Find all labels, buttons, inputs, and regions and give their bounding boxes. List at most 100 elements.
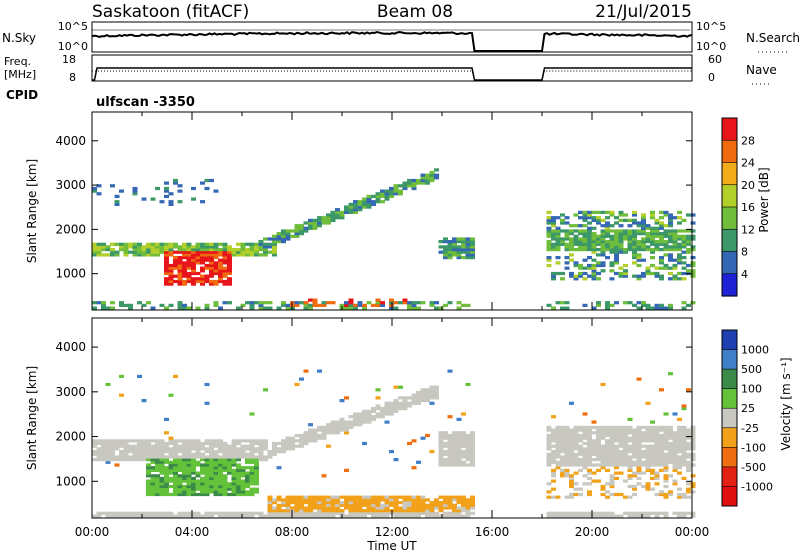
power-cell	[425, 173, 430, 177]
velocity-cell	[641, 436, 646, 440]
power-cell	[569, 245, 574, 249]
velocity-cell	[308, 498, 313, 502]
velocity-cell	[407, 441, 412, 446]
velocity-cell	[146, 468, 151, 472]
velocity-cell	[461, 506, 466, 510]
power-cell	[263, 245, 268, 249]
velocity-cell	[195, 455, 201, 459]
power-cell	[560, 237, 565, 241]
velocity-cell	[303, 509, 309, 513]
velocity-cell	[164, 487, 169, 491]
power-cell	[173, 279, 178, 284]
power-cell	[105, 248, 111, 252]
velocity-cell	[546, 458, 552, 462]
velocity-cell	[362, 417, 367, 421]
power-cell	[159, 248, 165, 252]
power-cell	[578, 224, 583, 228]
velocity-cell	[326, 431, 331, 435]
velocity-cell	[218, 439, 223, 443]
velocity-cell	[200, 441, 205, 446]
velocity-cell	[101, 511, 106, 515]
velocity-cell	[465, 452, 471, 456]
power-cell	[182, 250, 187, 254]
velocity-cell	[267, 514, 273, 518]
velocity-cell	[425, 393, 430, 397]
power-cell	[555, 271, 561, 276]
power-cell	[632, 237, 637, 241]
velocity-cell	[551, 468, 556, 472]
power-cell	[186, 277, 192, 281]
velocity-cell	[366, 420, 372, 424]
power-cell	[677, 210, 682, 214]
power-cell	[186, 274, 192, 278]
velocity-cell	[663, 460, 669, 464]
velocity-cell	[555, 463, 561, 467]
velocity-cell	[389, 503, 394, 507]
velocity-cell	[389, 450, 394, 454]
velocity-cell	[177, 476, 183, 480]
power-cell	[222, 256, 228, 260]
velocity-cell	[668, 474, 673, 478]
velocity-cell	[587, 460, 592, 464]
power-cell	[587, 234, 592, 238]
power-cell	[371, 194, 376, 198]
velocity-cell	[222, 460, 228, 464]
velocity-cell	[299, 514, 304, 518]
velocity-cell	[438, 447, 444, 451]
power-cell	[600, 232, 606, 236]
velocity-cell	[438, 444, 444, 448]
power-cell	[686, 213, 691, 217]
power-cell	[465, 250, 471, 254]
velocity-cell	[668, 490, 673, 494]
velocity-cell	[470, 506, 475, 510]
velocity-cell	[137, 452, 142, 456]
power-cell	[632, 242, 637, 246]
power-cell	[609, 229, 615, 233]
power-cell	[690, 263, 696, 268]
power-cell	[204, 266, 210, 270]
velocity-cell	[438, 514, 444, 518]
power-cell	[164, 266, 169, 270]
velocity-cell	[231, 492, 237, 497]
velocity-cell	[456, 460, 462, 464]
power-cell	[596, 261, 601, 265]
velocity-cell	[173, 484, 178, 489]
velocity-cell	[690, 425, 696, 429]
velocity-cell	[398, 509, 403, 513]
power-cell	[303, 303, 309, 307]
power-cell	[177, 274, 183, 278]
velocity-cell	[438, 495, 444, 499]
velocity-cell	[290, 436, 295, 440]
velocity-cell	[573, 511, 579, 515]
velocity-cell	[231, 460, 237, 464]
velocity-cell	[672, 466, 678, 470]
power-cell	[650, 263, 655, 268]
power-cell	[452, 250, 457, 254]
power-cell	[200, 279, 205, 284]
velocity-cell	[204, 460, 210, 464]
velocity-cell	[218, 487, 223, 491]
velocity-cell	[470, 460, 475, 464]
colorbar-tick-label: 4	[741, 268, 748, 281]
velocity-cell	[285, 444, 291, 448]
power-cell	[294, 234, 300, 238]
power-cell	[231, 253, 237, 257]
power-cell	[173, 263, 178, 268]
velocity-cell	[254, 460, 259, 464]
power-cell	[618, 210, 624, 214]
power-cell	[609, 237, 615, 241]
velocity-cell	[618, 428, 624, 432]
velocity-cell	[614, 439, 619, 443]
velocity-cell	[632, 428, 637, 432]
power-cell	[213, 242, 219, 246]
velocity-cell	[213, 476, 219, 480]
velocity-cell	[609, 452, 615, 456]
velocity-cell	[236, 479, 241, 483]
velocity-cell	[654, 436, 660, 440]
power-cell	[195, 306, 201, 310]
power-cell	[380, 192, 385, 196]
velocity-cell	[686, 433, 691, 438]
power-cell	[623, 301, 628, 305]
velocity-cell	[236, 463, 241, 467]
velocity-cell	[677, 450, 682, 454]
